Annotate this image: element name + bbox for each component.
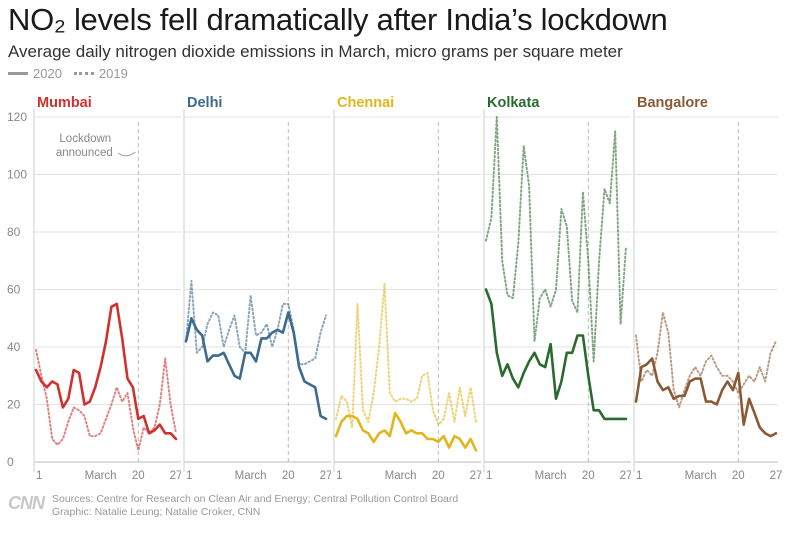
city-label-delhi: Delhi <box>187 95 222 111</box>
legend: 2020 2019 <box>8 66 128 81</box>
series-2020-delhi <box>184 311 328 421</box>
sources-text: Sources: Centre for Research on Clean Ai… <box>52 493 458 519</box>
x-tick-label-mumbai-20: 20 <box>132 470 145 482</box>
annotation-line2: announced <box>56 147 113 159</box>
series-2020-kolkata <box>484 288 628 421</box>
panel-gap-kolkata <box>481 87 484 476</box>
series-2019-bangalore <box>635 311 777 409</box>
series-2020-bangalore <box>634 357 778 438</box>
x-tick-label-bangalore-20: 20 <box>732 470 745 482</box>
panel-chennai: Chennai 1 March 20 27 <box>331 87 482 482</box>
legend-label-2019: 2019 <box>98 66 128 81</box>
chart-subtitle: Average daily nitrogen dioxide emissions… <box>8 42 623 61</box>
x-tick-label-kolkata-1: 1 <box>486 470 492 482</box>
x-tick-label-chennai-20: 20 <box>432 470 445 482</box>
series-2020-chennai <box>334 411 478 452</box>
series-2019-delhi <box>185 279 327 366</box>
x-tick-label-chennai-27: 27 <box>470 470 483 482</box>
graphic-credit-line: Graphic: Natalie Leung; Natalie Croker, … <box>52 506 261 518</box>
series-2020-mumbai <box>34 302 178 441</box>
panel-gap-delhi <box>181 87 184 476</box>
panel-delhi: Delhi 1 March 20 27 <box>181 87 332 482</box>
chart-title: NO₂ levels fell dramatically after India… <box>8 2 668 37</box>
x-tick-label-mumbai-march: March <box>85 470 117 482</box>
y-tick-label-60: 60 <box>7 283 21 297</box>
cnn-logo: CNN <box>8 493 45 513</box>
x-tick-label-chennai-march: March <box>385 470 417 482</box>
series-2019-mumbai <box>35 348 177 452</box>
city-label-chennai: Chennai <box>337 95 394 111</box>
panel-gap-bangalore <box>631 87 634 476</box>
y-tick-label-20: 20 <box>7 398 21 412</box>
panel-mumbai: Mumbai 1 March 20 27 Lockdown announced <box>33 95 183 482</box>
y-tick-label-100: 100 <box>7 168 27 182</box>
x-tick-label-bangalore-27: 27 <box>770 470 783 482</box>
city-label-mumbai: Mumbai <box>37 95 92 111</box>
x-tick-label-delhi-27: 27 <box>320 470 333 482</box>
x-tick-label-chennai-1: 1 <box>336 470 342 482</box>
x-tick-label-kolkata-27: 27 <box>620 470 633 482</box>
series-2019-chennai <box>335 282 477 429</box>
y-tick-label-120: 120 <box>7 110 27 124</box>
legend-swatch-2019 <box>73 72 94 75</box>
sources-line: Sources: Centre for Research on Clean Ai… <box>52 493 459 505</box>
annotation-line1: Lockdown <box>59 133 111 145</box>
city-label-kolkata: Kolkata <box>487 95 540 111</box>
x-tick-label-delhi-1: 1 <box>186 470 192 482</box>
x-tick-label-mumbai-1: 1 <box>36 470 42 482</box>
panel-bangalore: Bangalore 1 March 20 27 <box>631 87 782 482</box>
annotation-arrow <box>118 151 136 157</box>
x-tick-label-kolkata-march: March <box>535 470 567 482</box>
x-tick-label-delhi-march: March <box>235 470 267 482</box>
x-tick-label-bangalore-march: March <box>685 470 717 482</box>
panel-kolkata: Kolkata 1 March 20 27 <box>481 87 632 482</box>
x-tick-label-delhi-20: 20 <box>282 470 295 482</box>
x-tick-label-kolkata-20: 20 <box>582 470 595 482</box>
legend-label-2020: 2020 <box>33 66 62 81</box>
series-2019-kolkata <box>485 116 627 363</box>
y-tick-label-0: 0 <box>7 455 14 469</box>
y-tick-label-80: 80 <box>7 225 21 239</box>
legend-swatch-2020 <box>8 72 28 75</box>
x-tick-label-bangalore-1: 1 <box>636 470 642 482</box>
panel-gap-chennai <box>331 87 334 476</box>
y-tick-label-40: 40 <box>7 340 21 354</box>
x-tick-label-mumbai-27: 27 <box>170 470 183 482</box>
city-label-bangalore: Bangalore <box>637 95 708 111</box>
